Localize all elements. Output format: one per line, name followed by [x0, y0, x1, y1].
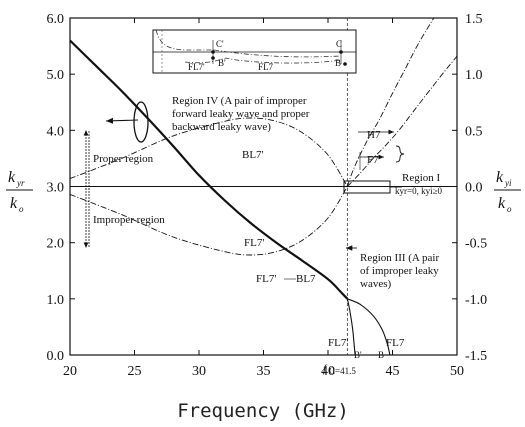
y-left-tick-label: 5.0	[47, 68, 65, 83]
svg-text:of improper leaky: of improper leaky	[360, 265, 439, 277]
proper-improper-indicator: Proper region Improper region	[83, 130, 165, 248]
y-left-axis-label: k yr k o	[6, 169, 33, 214]
x-tick-label: 50	[450, 364, 464, 379]
inset-label-b-prime: B'	[218, 58, 226, 68]
series-line-3	[347, 298, 391, 356]
y-left-tick-label: 6.0	[47, 12, 65, 27]
label-fl7-prime-bottom: FL7'	[328, 337, 348, 349]
series-group	[69, 17, 458, 356]
tick-marks	[69, 17, 458, 356]
improper-region-label: Improper region	[93, 214, 165, 226]
svg-text:yr: yr	[16, 178, 25, 188]
inset-label-fl7-prime: FL7'	[188, 62, 205, 72]
svg-text:kyr=0, kyi≥0: kyr=0, kyi≥0	[395, 186, 443, 196]
series-line-4	[69, 117, 348, 187]
svg-text:yi: yi	[504, 178, 512, 188]
svg-text:k: k	[8, 169, 16, 186]
y-left-tick-label: 4.0	[47, 124, 65, 139]
svg-text:k: k	[496, 169, 504, 186]
y-right-tick-label: 1.0	[465, 68, 483, 83]
x-tick-label: 25	[128, 364, 142, 379]
y-right-tick-label: 1.5	[465, 12, 483, 27]
y-left-tick-labels: 0.0 1.0 2.0 3.0 4.0 5.0 6.0	[47, 12, 65, 364]
x-tick-labels: 20 25 30 35 40 45 50	[63, 364, 464, 379]
y-right-tick-label: -1.0	[465, 293, 487, 308]
y-right-tick-label: 0.5	[465, 124, 483, 139]
y-right-tick-label: -0.5	[465, 237, 487, 252]
x-tick-label: 40	[321, 364, 335, 379]
svg-text:k: k	[498, 195, 506, 212]
svg-text:k: k	[10, 195, 18, 212]
inset-label-b: B	[335, 58, 341, 68]
series-line-5	[69, 186, 348, 256]
h7-f7-labels: H7 F7	[358, 129, 405, 170]
label-b: B	[378, 350, 384, 360]
y-right-axis-label: k yi k o	[494, 169, 521, 214]
inset-label-c: C	[336, 39, 342, 49]
inset-label-fl7: FL7	[258, 62, 274, 72]
label-bl7-prime: BL7'	[242, 149, 264, 161]
region-i-annotation: Region I kyr=0, kyi≥0	[343, 172, 443, 196]
label-h7: H7	[367, 129, 381, 141]
fc-label: f C=41.5	[323, 363, 356, 376]
x-axis-label: Frequency (GHz)	[177, 400, 349, 422]
label-bl7-mid: BL7	[296, 273, 316, 285]
svg-text:o: o	[507, 204, 512, 214]
svg-text:Region III (A pair: Region III (A pair	[360, 252, 439, 264]
x-tick-label: 45	[386, 364, 400, 379]
series-line-7	[347, 55, 458, 187]
y-right-tick-label: 0.0	[465, 181, 483, 196]
series-line-6	[346, 17, 435, 187]
y-left-tick-label: 0.0	[47, 349, 65, 364]
label-fl7-prime-lower: FL7'	[244, 237, 264, 249]
y-left-tick-label: 2.0	[47, 237, 65, 252]
proper-region-label: Proper region	[93, 153, 154, 165]
series-line-1	[69, 39, 349, 300]
region-iv-annotation: Region IV (A pair of improper forward le…	[105, 95, 310, 143]
region-iii-annotation: Region III (A pair of improper leaky wav…	[346, 245, 439, 290]
inset-diagram: C' C B' B FL7' FL7	[152, 29, 357, 74]
label-fl7-bottom: FL7	[386, 337, 405, 349]
svg-text:C=41.5: C=41.5	[329, 366, 356, 376]
svg-text:Region IV (A pair of improper: Region IV (A pair of improper	[172, 95, 307, 107]
svg-text:backward leaky wave): backward leaky wave)	[172, 121, 271, 133]
inset-label-c-prime: C'	[216, 39, 224, 49]
y-right-tick-labels: -1.5 -1.0 -0.5 0.0 0.5 1.0 1.5	[465, 12, 487, 364]
svg-text:Region I: Region I	[402, 172, 441, 184]
label-b-prime: B'	[354, 350, 362, 360]
y-right-tick-label: -1.5	[465, 349, 487, 364]
svg-text:o: o	[19, 204, 24, 214]
svg-text:forward leaky wave and proper: forward leaky wave and proper	[172, 108, 310, 120]
x-tick-label: 20	[63, 364, 77, 379]
x-tick-label: 30	[192, 364, 206, 379]
y-left-tick-label: 3.0	[47, 181, 65, 196]
label-fl7-prime-mid: FL7'	[256, 273, 276, 285]
label-f7: F7	[367, 154, 379, 166]
series-line-2	[346, 298, 356, 356]
svg-text:f: f	[323, 363, 328, 375]
y-left-tick-label: 1.0	[47, 293, 65, 308]
x-tick-label: 35	[257, 364, 271, 379]
svg-text:waves): waves)	[360, 278, 391, 290]
